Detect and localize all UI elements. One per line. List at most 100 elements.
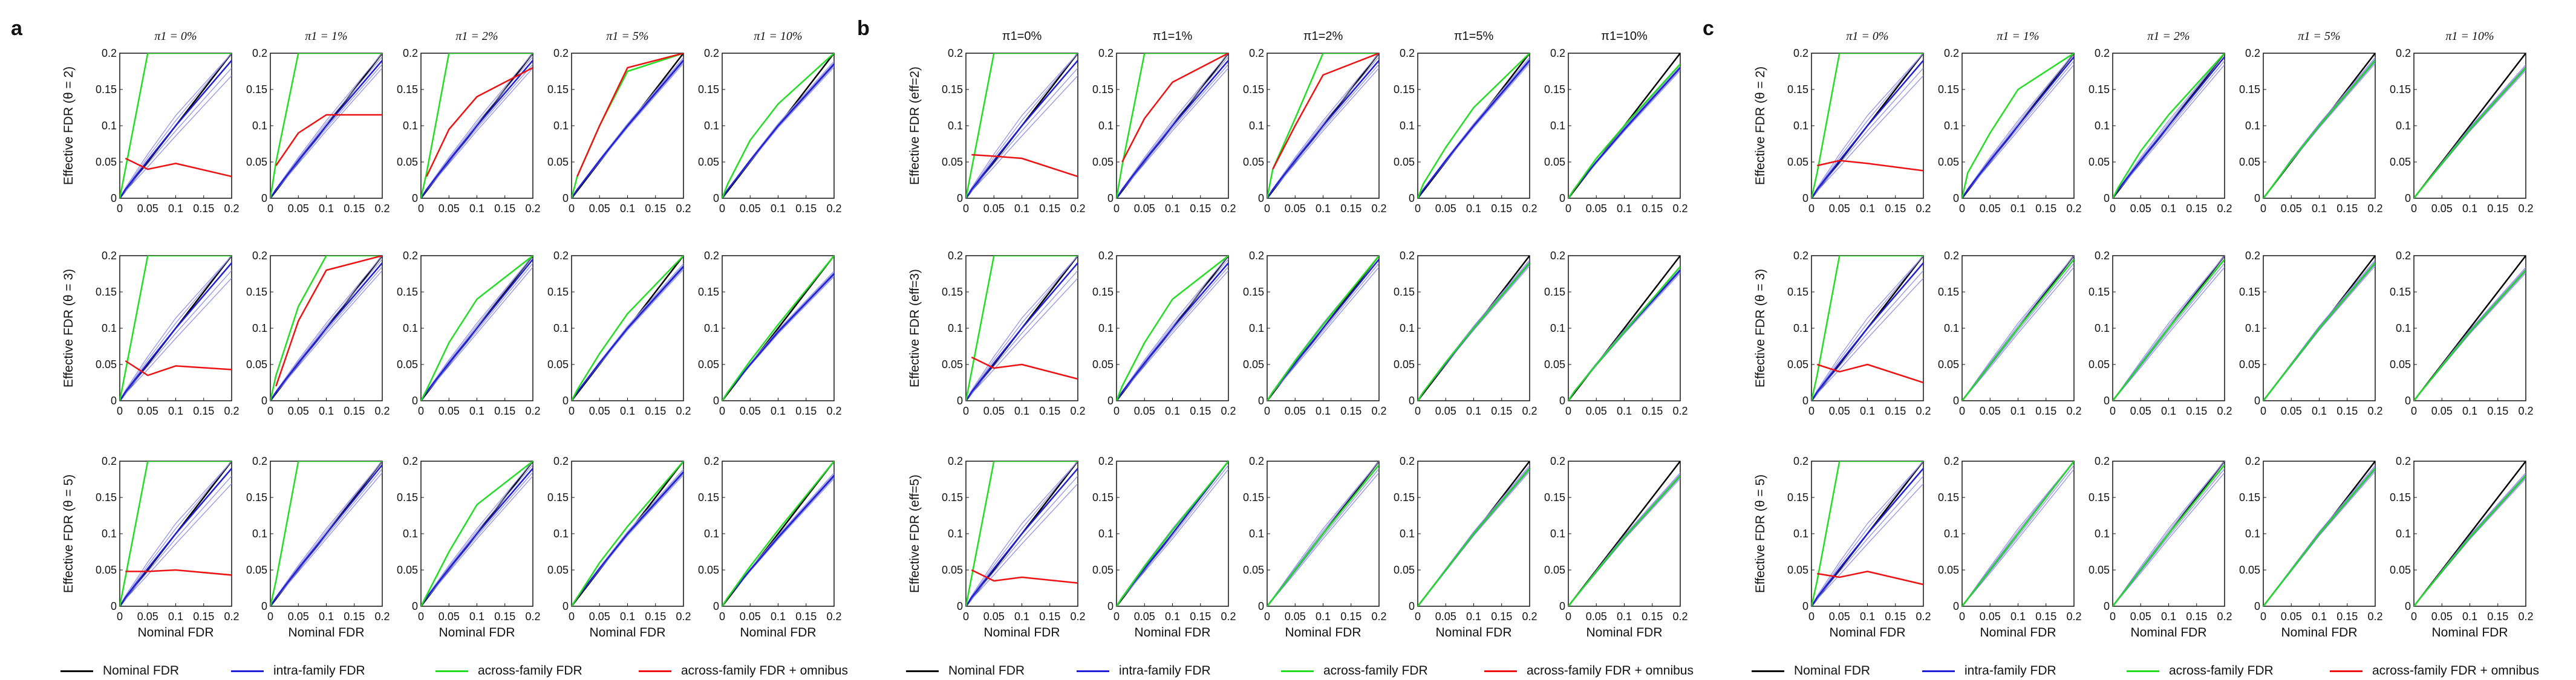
subplot-b-r1-c3: 0 0.05 0.1 0.15 0.2 0 0.05 0.1 0.15 0.2 bbox=[1394, 250, 1537, 417]
y-tick-label: 0.1 bbox=[1249, 322, 1264, 334]
y-tick-label: 0 bbox=[957, 600, 963, 612]
y-tick-label: 0.05 bbox=[1544, 564, 1565, 576]
across-family-line bbox=[120, 53, 232, 198]
y-tick-label: 0 bbox=[713, 600, 719, 612]
x-tick-label: 0 bbox=[2411, 610, 2417, 623]
y-tick-label: 0 bbox=[1953, 600, 1959, 612]
series-lines bbox=[421, 256, 533, 401]
x-tick-label: 0.2 bbox=[1070, 610, 1085, 623]
legend-swatch bbox=[1484, 670, 1517, 672]
x-tick-label: 0.1 bbox=[1165, 610, 1180, 623]
y-tick-label: 0.1 bbox=[1793, 120, 1808, 132]
x-tick-label: 0.1 bbox=[1316, 202, 1331, 215]
x-tick-label: 0.05 bbox=[1586, 202, 1607, 215]
subplot-a-r1-c3: 0 0.05 0.1 0.15 0.2 0 0.05 0.1 0.15 0.2 bbox=[547, 250, 691, 417]
y-tick-label: 0.1 bbox=[1550, 528, 1565, 540]
y-tick-label: 0.1 bbox=[2095, 528, 2110, 540]
y-tick-label: 0.2 bbox=[1249, 455, 1264, 467]
across-family-line bbox=[1117, 53, 1228, 198]
across-family-line bbox=[1267, 53, 1379, 198]
y-tick-label: 0.15 bbox=[698, 491, 719, 504]
y-tick-label: 0.05 bbox=[397, 156, 418, 168]
x-axis-label: Nominal FDR bbox=[589, 626, 665, 640]
x-tick-label: 0.1 bbox=[168, 405, 183, 417]
x-tick-label: 0.15 bbox=[494, 405, 515, 417]
across-family-line bbox=[722, 461, 834, 606]
legend-swatch bbox=[1281, 670, 1314, 672]
intra-family-line bbox=[1811, 262, 1923, 401]
y-tick-label: 0.2 bbox=[553, 250, 569, 262]
column-title: π1=5% bbox=[1454, 30, 1494, 43]
legend-item-intra: intra-family FDR bbox=[1922, 664, 2056, 678]
subplot-c-r1-c1: 0 0.05 0.1 0.15 0.2 0 0.05 0.1 0.15 0.2 bbox=[1938, 250, 2082, 417]
y-tick-label: 0.15 bbox=[547, 491, 569, 504]
x-tick-label: 0.05 bbox=[740, 610, 761, 623]
y-tick-label: 0.05 bbox=[1092, 156, 1114, 168]
legend-label: Nominal FDR bbox=[948, 664, 1025, 678]
subplot-c-r1-c2: 0 0.05 0.1 0.15 0.2 0 0.05 0.1 0.15 0.2 bbox=[2089, 250, 2232, 417]
y-tick-label: 0.1 bbox=[1400, 120, 1415, 132]
intra-family-faint-line bbox=[1811, 75, 1923, 198]
subplot-c-r2-c3: 0 0.05 0.1 0.15 0.2 0 0.05 0.1 0.15 0.2 Nominal FD… bbox=[2239, 455, 2383, 640]
x-tick-label: 0 bbox=[1114, 610, 1120, 623]
x-tick-label: 0.2 bbox=[1522, 610, 1537, 623]
y-tick-label: 0 bbox=[1409, 192, 1415, 204]
subplot-a-r1-c2: 0 0.05 0.1 0.15 0.2 0 0.05 0.1 0.15 0.2 bbox=[397, 250, 541, 417]
y-tick-label: 0 bbox=[1559, 192, 1565, 204]
legend-label: across-family FDR + omnibus bbox=[2372, 664, 2539, 678]
x-tick-label: 0.15 bbox=[2186, 405, 2207, 417]
intra-family-faint-line bbox=[421, 476, 533, 606]
omnibus-line bbox=[971, 356, 1078, 380]
y-tick-label: 0.2 bbox=[1944, 455, 1959, 467]
x-tick-label: 0 bbox=[2260, 610, 2266, 623]
legend-swatch bbox=[639, 670, 671, 672]
panel-group-a: a π1 = 0% π1 = 1% π1 = 2% π1 = 5% π1 = 10% Eff… bbox=[11, 17, 842, 640]
across-family-line bbox=[1811, 461, 1923, 606]
x-tick-label: 0 bbox=[719, 405, 725, 417]
x-tick-label: 0 bbox=[963, 202, 969, 215]
x-tick-label: 0.1 bbox=[1860, 610, 1875, 623]
intra-family-faint-line bbox=[2414, 273, 2526, 401]
x-tick-label: 0.05 bbox=[1134, 610, 1155, 623]
y-tick-label: 0.15 bbox=[942, 83, 963, 96]
y-tick-label: 0.1 bbox=[704, 322, 719, 334]
intra-family-faint-line bbox=[2113, 267, 2225, 401]
series-lines bbox=[722, 53, 834, 198]
intra-family-line bbox=[1267, 60, 1379, 198]
across-family-line bbox=[572, 461, 683, 606]
y-tick-label: 0.1 bbox=[2396, 322, 2411, 334]
x-tick-label: 0.15 bbox=[1885, 610, 1906, 623]
y-tick-label: 0.2 bbox=[1944, 250, 1959, 262]
series-lines bbox=[1568, 461, 1680, 606]
series-lines bbox=[2414, 53, 2526, 198]
x-tick-label: 0.2 bbox=[2217, 202, 2232, 215]
across-family-line bbox=[966, 461, 1078, 606]
series-lines bbox=[1811, 53, 1923, 198]
series-lines bbox=[421, 53, 533, 198]
x-tick-label: 0.15 bbox=[2035, 610, 2056, 623]
row-label: Effective FDR (θ = 2) bbox=[62, 66, 76, 185]
intra-family-faint-line bbox=[1568, 70, 1680, 198]
x-tick-label: 0.1 bbox=[1466, 610, 1481, 623]
x-axis-label: Nominal FDR bbox=[1285, 626, 1361, 640]
x-tick-label: 0.05 bbox=[288, 610, 309, 623]
x-tick-label: 0.05 bbox=[983, 405, 1005, 417]
y-tick-label: 0.05 bbox=[1938, 358, 1959, 371]
x-tick-label: 0 bbox=[1565, 405, 1571, 417]
series-lines bbox=[1962, 256, 2074, 401]
x-tick-label: 0.05 bbox=[1980, 202, 2001, 215]
x-tick-label: 0.05 bbox=[1829, 202, 1850, 215]
x-tick-label: 0.2 bbox=[2066, 202, 2081, 215]
column-title: π1 = 5% bbox=[606, 30, 648, 43]
x-tick-label: 0 bbox=[117, 405, 123, 417]
y-tick-label: 0.2 bbox=[403, 455, 418, 467]
x-tick-label: 0.05 bbox=[1980, 405, 2001, 417]
x-tick-label: 0.2 bbox=[2518, 405, 2533, 417]
intra-family-line bbox=[1962, 56, 2074, 198]
subplot-b-r2-c1: 0 0.05 0.1 0.15 0.2 0 0.05 0.1 0.15 0.2 Nominal FD… bbox=[1092, 455, 1236, 640]
y-tick-label: 0.05 bbox=[942, 564, 963, 576]
x-tick-label: 0.1 bbox=[771, 202, 786, 215]
across-family-line bbox=[2414, 475, 2526, 606]
x-tick-label: 0.2 bbox=[1221, 610, 1236, 623]
x-tick-label: 0.05 bbox=[1829, 405, 1850, 417]
